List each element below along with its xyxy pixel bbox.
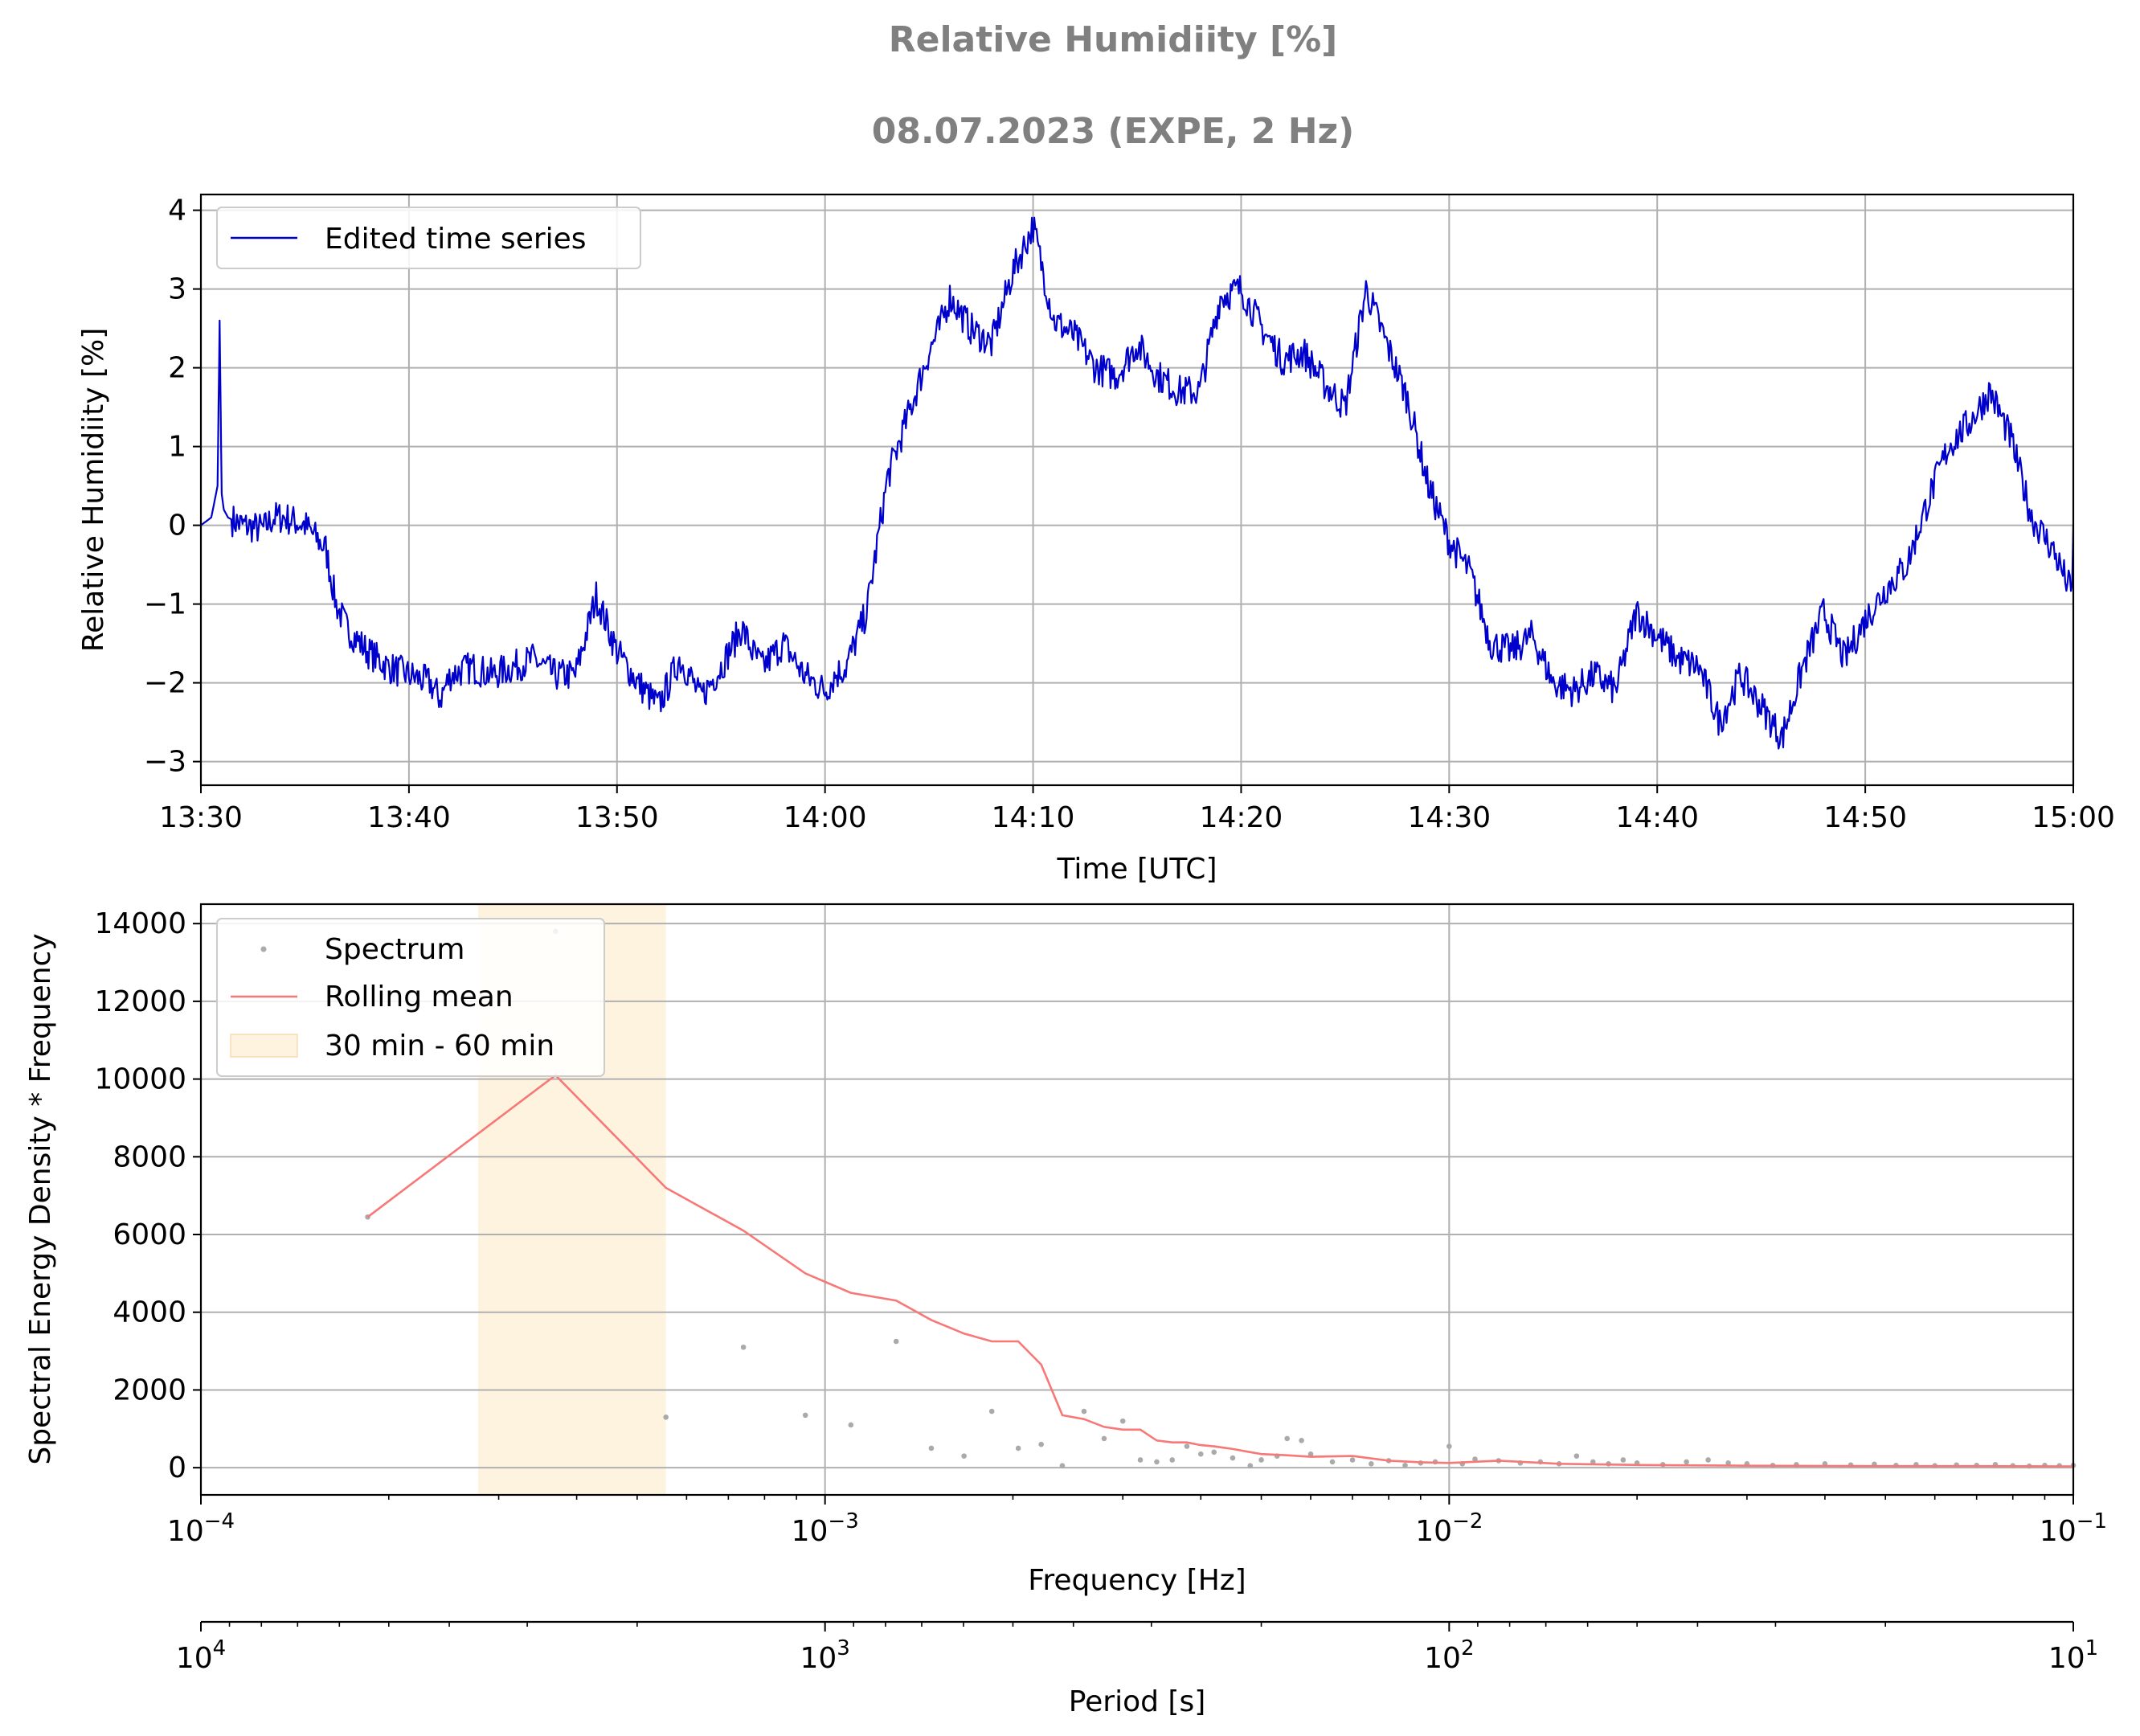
spectrum-legend-box <box>216 918 605 1077</box>
spectrum-point <box>1446 1443 1452 1449</box>
time-series-legend: Edited time series <box>216 207 641 269</box>
time-series-y-tick-label: −1 <box>144 588 186 621</box>
time-series-panel: 13:30 13:40 13:50 14:00 14:10 14:20 14:30 14:40… <box>77 193 2115 886</box>
time-series-x-tick-label: 14:30 <box>1407 801 1491 834</box>
spectrum-point <box>988 1408 995 1415</box>
spectrum-point <box>928 1445 935 1451</box>
time-series-y-tick-label: −3 <box>144 746 186 779</box>
time-series-x-tick-label: 14:20 <box>1200 801 1283 834</box>
spectrum-point <box>1620 1457 1626 1463</box>
spectrum-point <box>1137 1457 1144 1463</box>
time-series-y-tick-label: 0 <box>168 510 186 542</box>
time-series-legend-label: Edited time series <box>325 223 587 256</box>
figure-subtitle: 08.07.2023 (EXPE, 2 Hz) <box>872 111 1355 152</box>
time-series-legend-box <box>216 207 641 269</box>
time-series-x-tick-label: 13:30 <box>159 801 243 834</box>
spectrum-point <box>663 1414 669 1420</box>
time-series-y-tick-label: −2 <box>144 667 186 700</box>
spectrum-x-label: Frequency [Hz] <box>1028 1564 1246 1597</box>
spectrum-point <box>1472 1456 1478 1462</box>
time-series-y-tick-label: 1 <box>168 431 186 464</box>
spectrum-ticks: 10−4 10−3 10−2 10−1020004000600080001000012… <box>94 907 2107 1548</box>
time-series-x-tick-label: 14:10 <box>992 801 1075 834</box>
time-series-y-label: Relative Humidiity [%] <box>77 328 110 653</box>
spectrum-point <box>1307 1451 1314 1457</box>
spectrum-point <box>1038 1441 1044 1447</box>
period-axis-label: Period [s] <box>1069 1685 1206 1718</box>
spectrum-point <box>1211 1449 1217 1456</box>
spectrum-y-tick-label: 4000 <box>113 1296 186 1329</box>
spectrum-y-tick-label: 6000 <box>113 1218 186 1251</box>
spectrum-point <box>1349 1457 1356 1463</box>
spectrum-point <box>1197 1451 1204 1457</box>
spectrum-point <box>1329 1459 1336 1465</box>
spectrum-point <box>1725 1460 1731 1466</box>
spectrum-point <box>1154 1459 1160 1465</box>
spectrum-point <box>893 1338 899 1345</box>
spectrum-panel: 10−4 10−3 10−2 10−1020004000600080001000012… <box>24 903 2107 1718</box>
rolling-mean-legend-label: Rolling mean <box>325 981 514 1013</box>
spectrum-point <box>1081 1408 1087 1415</box>
spectrum-point <box>1284 1435 1290 1442</box>
spectrum-point <box>1247 1463 1254 1469</box>
spectrum-frame <box>199 903 2075 1496</box>
spectrum-legend: Spectrum Rolling mean 30 min - 60 min <box>216 918 605 1077</box>
spectrum-point <box>1684 1459 1689 1465</box>
spectrum-point <box>1705 1457 1711 1463</box>
spectrum-y-label: Spectral Energy Density * Frequency <box>24 933 57 1464</box>
time-series-x-tick-label: 14:00 <box>784 801 867 834</box>
figure-title: Relative Humidiity [%] <box>889 19 1338 60</box>
time-series-y-tick-label: 4 <box>168 194 186 227</box>
spectrum-point <box>1169 1457 1176 1463</box>
time-series-x-tick-label: 13:40 <box>367 801 451 834</box>
time-series-x-tick-label: 13:50 <box>575 801 659 834</box>
spectrum-x-tick-label: 10−2 <box>1415 1509 1483 1548</box>
time-series-x-tick-label: 14:40 <box>1615 801 1699 834</box>
time-series-x-label: Time [UTC] <box>1056 853 1217 886</box>
spectrum-point <box>740 1344 747 1350</box>
spectrum-point <box>1119 1418 1126 1424</box>
spectrum-point <box>1059 1463 1066 1469</box>
time-series-frame <box>199 193 2075 787</box>
spectrum-point <box>848 1422 854 1428</box>
spectrum-y-tick-label: 8000 <box>113 1140 186 1173</box>
time-series-ticks: 13:30 13:40 13:50 14:00 14:10 14:20 14:30 14:40… <box>144 194 2115 834</box>
time-series-x-tick-label: 14:50 <box>1823 801 1907 834</box>
spectrum-point <box>802 1412 808 1419</box>
spectrum-point <box>1402 1462 1408 1468</box>
spectrum-point <box>1590 1459 1596 1465</box>
spectrum-point <box>1299 1438 1304 1443</box>
spectrum-point <box>1184 1443 1190 1449</box>
spectrum-y-tick-label: 2000 <box>113 1374 186 1406</box>
time-series-x-tick-label: 15:00 <box>2032 801 2115 834</box>
spectrum-legend-label: Spectrum <box>325 933 464 966</box>
spectrum-point <box>1368 1461 1374 1467</box>
spectrum-point <box>1573 1453 1580 1459</box>
spectrum-point <box>1230 1455 1236 1461</box>
spectrum-point <box>1258 1457 1264 1463</box>
period-tick-label: 104 <box>176 1636 226 1675</box>
spectrum-point <box>961 1453 967 1459</box>
rolling-mean-line <box>366 1074 2073 1468</box>
time-series-y-tick-label: 3 <box>168 273 186 306</box>
time-series-y-tick-label: 2 <box>168 352 186 385</box>
spectrum-point <box>1015 1445 1021 1451</box>
period-band-legend-swatch <box>230 1034 298 1058</box>
spectrum-y-tick-label: 0 <box>168 1451 186 1484</box>
spectrum-y-tick-label: 14000 <box>94 907 186 940</box>
spectrum-legend-swatch <box>260 946 267 952</box>
spectrum-point <box>1101 1435 1107 1442</box>
spectrum-y-tick-label: 12000 <box>94 985 186 1018</box>
period-band-legend-label: 30 min - 60 min <box>325 1030 554 1062</box>
spectrum-y-tick-label: 10000 <box>94 1063 186 1096</box>
time-series-line <box>201 216 2073 750</box>
